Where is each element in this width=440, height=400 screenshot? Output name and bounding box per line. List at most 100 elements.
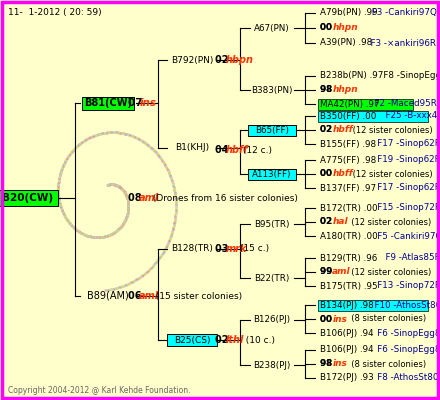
- Text: F5 -Cankiri97Q: F5 -Cankiri97Q: [369, 232, 440, 240]
- Text: A79b(PN) .99: A79b(PN) .99: [320, 8, 378, 18]
- Text: B175(TR) .95: B175(TR) .95: [320, 282, 378, 290]
- Text: F13 -Sinop72R: F13 -Sinop72R: [369, 282, 440, 290]
- Text: B155(FF) .98: B155(FF) .98: [320, 140, 376, 148]
- Text: 04: 04: [215, 145, 232, 155]
- Text: 00: 00: [320, 24, 335, 32]
- Text: 98: 98: [320, 360, 335, 368]
- Text: MA42(PN) .97: MA42(PN) .97: [320, 100, 380, 108]
- Text: hhpn: hhpn: [332, 86, 358, 94]
- Text: 00: 00: [320, 314, 335, 324]
- Text: B792(PN): B792(PN): [171, 56, 213, 64]
- Text: F10 -AthosSt80R: F10 -AthosSt80R: [369, 300, 440, 310]
- Text: B172(TR) .00: B172(TR) .00: [320, 204, 378, 212]
- Text: 02: 02: [215, 335, 232, 345]
- Text: B238b(PN) .97F8 -SinopEgg86R: B238b(PN) .97F8 -SinopEgg86R: [320, 72, 440, 80]
- Text: hbpn: hbpn: [226, 55, 254, 65]
- Text: B134(PJ) .98: B134(PJ) .98: [320, 300, 374, 310]
- FancyBboxPatch shape: [318, 300, 428, 310]
- Text: 02: 02: [215, 55, 232, 65]
- Text: (12 sister colonies): (12 sister colonies): [346, 218, 431, 226]
- Text: B1(KHJ): B1(KHJ): [175, 144, 209, 152]
- Text: ins: ins: [332, 360, 347, 368]
- Text: 02: 02: [320, 126, 335, 134]
- FancyBboxPatch shape: [318, 98, 413, 110]
- Text: A39(PN) .98: A39(PN) .98: [320, 38, 372, 48]
- Text: B128(TR): B128(TR): [171, 244, 213, 254]
- FancyBboxPatch shape: [0, 190, 58, 206]
- Text: 98: 98: [320, 86, 335, 94]
- FancyBboxPatch shape: [167, 334, 217, 346]
- Text: (15 c.): (15 c.): [237, 244, 269, 254]
- Text: (10 c.): (10 c.): [241, 336, 275, 344]
- Text: 06: 06: [128, 291, 145, 301]
- Text: A775(FF) .98: A775(FF) .98: [320, 156, 376, 164]
- Text: B129(TR) .96: B129(TR) .96: [320, 254, 377, 262]
- Text: F6 -SinopEgg86R: F6 -SinopEgg86R: [369, 328, 440, 338]
- Text: 00: 00: [320, 170, 335, 178]
- Text: 00: 00: [320, 24, 335, 32]
- Text: aml: aml: [139, 291, 159, 301]
- Text: F9 -Atlas85R: F9 -Atlas85R: [369, 254, 440, 262]
- Text: B95(TR): B95(TR): [254, 220, 290, 228]
- Text: 03: 03: [215, 244, 232, 254]
- Text: B65(FF): B65(FF): [255, 126, 289, 134]
- Text: 99: 99: [320, 268, 335, 276]
- Text: F17 -Sinop62R: F17 -Sinop62R: [369, 184, 440, 192]
- Text: aml: aml: [332, 268, 351, 276]
- FancyBboxPatch shape: [248, 124, 296, 136]
- Text: 02: 02: [320, 218, 335, 226]
- Text: (12 sister colonies): (12 sister colonies): [346, 268, 431, 276]
- Text: hbff: hbff: [332, 170, 353, 178]
- Text: aml: aml: [139, 193, 159, 203]
- Text: B383(PN): B383(PN): [251, 86, 293, 94]
- Text: B81(CW): B81(CW): [84, 98, 132, 108]
- Text: 11-  1-2012 ( 20: 59): 11- 1-2012 ( 20: 59): [8, 8, 102, 17]
- Text: ins: ins: [332, 314, 347, 324]
- Text: (12 sister colonies): (12 sister colonies): [350, 170, 433, 178]
- FancyBboxPatch shape: [318, 110, 428, 122]
- Text: 98: 98: [320, 360, 335, 368]
- Text: B89(AM): B89(AM): [87, 291, 129, 301]
- Text: hbff: hbff: [226, 145, 249, 155]
- FancyBboxPatch shape: [248, 168, 296, 180]
- Text: hbff: hbff: [332, 126, 353, 134]
- Text: (8 sister colonies): (8 sister colonies): [346, 360, 426, 368]
- Text: 08: 08: [128, 193, 145, 203]
- Text: A67(PN): A67(PN): [254, 24, 290, 32]
- Text: F3 -Cankiri97Q: F3 -Cankiri97Q: [369, 8, 437, 18]
- Text: B22(TR): B22(TR): [254, 274, 290, 282]
- Text: B106(PJ) .94: B106(PJ) .94: [320, 328, 374, 338]
- Text: B238(PJ): B238(PJ): [253, 360, 291, 370]
- Text: (Drones from 16 sister colonies): (Drones from 16 sister colonies): [150, 194, 298, 202]
- Text: B106(PJ) .94: B106(PJ) .94: [320, 346, 374, 354]
- Text: 00: 00: [320, 314, 335, 324]
- Text: F25 -B-xxx43: F25 -B-xxx43: [369, 112, 440, 120]
- Text: ins: ins: [139, 98, 157, 108]
- Text: lthl: lthl: [226, 335, 244, 345]
- Text: 98: 98: [320, 86, 335, 94]
- Text: F15 -Sinop72R: F15 -Sinop72R: [369, 204, 440, 212]
- Text: (8 sister colonies): (8 sister colonies): [346, 314, 426, 324]
- Text: (15 sister colonies): (15 sister colonies): [150, 292, 242, 300]
- Text: F3 -×ankiri96R: F3 -×ankiri96R: [365, 38, 436, 48]
- Text: F2 -Maced95R: F2 -Maced95R: [369, 100, 437, 108]
- Text: hhpn: hhpn: [332, 24, 358, 32]
- Text: B25(CS): B25(CS): [174, 336, 210, 344]
- Text: 00: 00: [320, 170, 335, 178]
- Text: F17 -Sinop62R: F17 -Sinop62R: [369, 140, 440, 148]
- Text: 02: 02: [320, 218, 335, 226]
- Text: A113(FF): A113(FF): [252, 170, 292, 178]
- Text: hal: hal: [332, 218, 348, 226]
- Text: B350(FF) .00: B350(FF) .00: [320, 112, 376, 120]
- FancyBboxPatch shape: [82, 96, 134, 110]
- Text: B126(PJ): B126(PJ): [253, 316, 290, 324]
- Text: F8 -AthosSt80R: F8 -AthosSt80R: [369, 374, 440, 382]
- Text: A180(TR) .00: A180(TR) .00: [320, 232, 378, 240]
- Text: F6 -SinopEgg86R: F6 -SinopEgg86R: [369, 346, 440, 354]
- Text: (12 sister colonies): (12 sister colonies): [350, 126, 433, 134]
- Text: 02: 02: [320, 126, 335, 134]
- Text: B172(PJ) .93: B172(PJ) .93: [320, 374, 374, 382]
- Text: 07: 07: [128, 98, 146, 108]
- Text: (12 c.): (12 c.): [241, 146, 272, 154]
- Text: B137(FF) .97: B137(FF) .97: [320, 184, 376, 192]
